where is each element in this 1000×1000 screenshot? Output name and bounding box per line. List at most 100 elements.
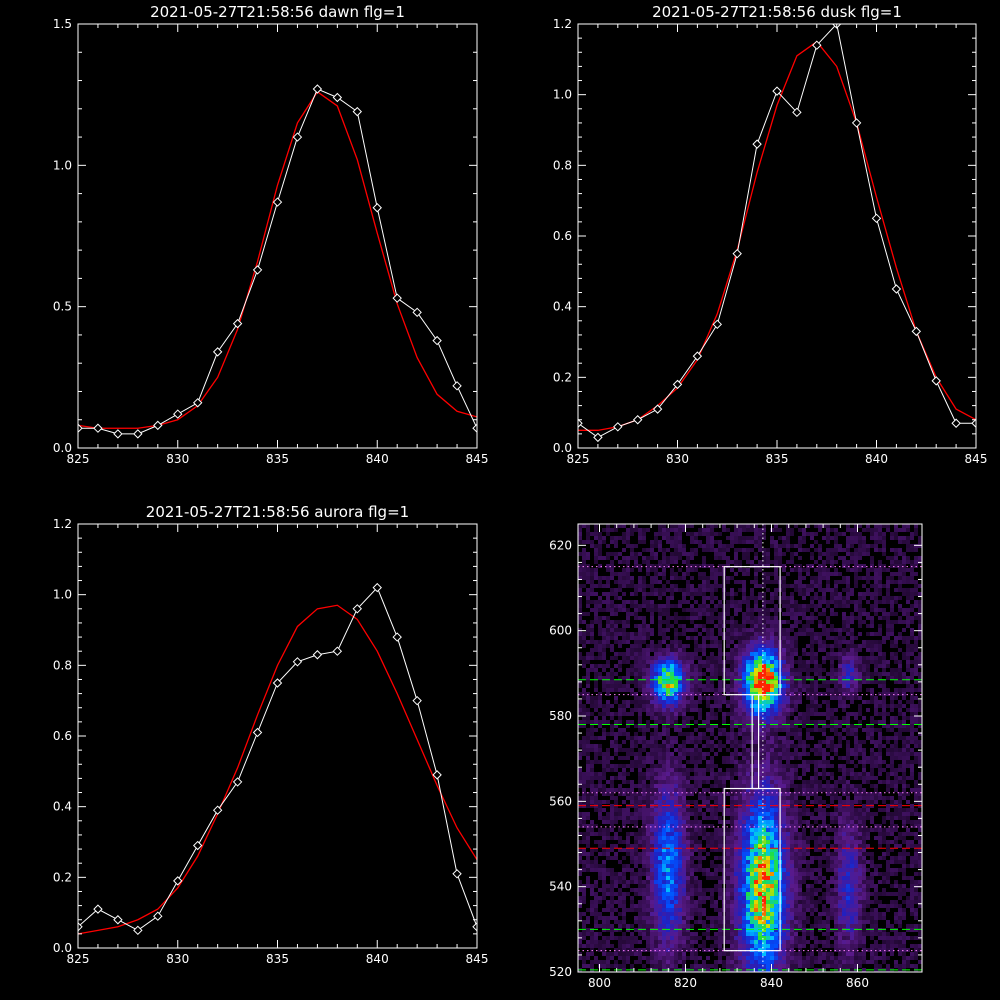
heatmap-cell [674,692,678,696]
heatmap-cell [870,608,874,612]
heatmap-cell [674,620,678,624]
heatmap-cell [850,728,854,732]
heatmap-cell [706,664,710,668]
heatmap-cell [830,728,834,732]
heatmap-cell [666,624,670,628]
heatmap-cell [742,552,746,556]
heatmap-cell [802,652,806,656]
heatmap-cell [670,568,674,572]
heatmap-cell [854,672,858,676]
heatmap-cell [658,592,662,596]
heatmap-cell [670,524,674,528]
heatmap-cell [626,648,630,652]
heatmap-cell [734,700,738,704]
heatmap-cell [834,780,838,784]
heatmap-cell [666,812,670,816]
heatmap-cell [670,808,674,812]
heatmap-cell [698,604,702,608]
heatmap-cell [826,552,830,556]
x-tick-label: 835 [266,952,289,966]
heatmap-cell [638,660,642,664]
heatmap-cell [842,560,846,564]
heatmap-cell [822,592,826,596]
heatmap-cell [786,604,790,608]
heatmap-cell [858,544,862,548]
heatmap-cell [766,556,770,560]
heatmap-cell [794,584,798,588]
heatmap-cell [854,712,858,716]
heatmap-cell [658,812,662,816]
heatmap-cell [742,708,746,712]
heatmap-cell [606,732,610,736]
heatmap-cell [750,668,754,672]
heatmap-cell [890,772,894,776]
heatmap-cell [810,576,814,580]
heatmap-cell [634,656,638,660]
heatmap-cell [598,564,602,568]
heatmap-cell [602,664,606,668]
heatmap-cell [622,700,626,704]
heatmap-cell [598,644,602,648]
heatmap-cell [670,768,674,772]
heatmap-cell [810,636,814,640]
heatmap-cell [674,644,678,648]
heatmap-cell [790,700,794,704]
heatmap-cell [762,772,766,776]
heatmap-cell [702,652,706,656]
heatmap-cell [678,768,682,772]
heatmap-cell [614,752,618,756]
heatmap-cell [838,640,842,644]
heatmap-cell [746,668,750,672]
heatmap-cell [626,656,630,660]
heatmap-cell [590,748,594,752]
heatmap-cell [834,552,838,556]
heatmap-cell [738,764,742,768]
heatmap-cell [850,660,854,664]
heatmap-cell [906,728,910,732]
heatmap-cell [738,776,742,780]
heatmap-cell [846,684,850,688]
heatmap-cell [758,624,762,628]
heatmap-cell [710,612,714,616]
heatmap-cell [754,712,758,716]
heatmap-cell [846,744,850,748]
heatmap-cell [818,528,822,532]
heatmap-cell [606,800,610,804]
heatmap-cell [670,756,674,760]
heatmap-cell [782,636,786,640]
heatmap-cell [742,632,746,636]
heatmap-cell [762,776,766,780]
heatmap-cell [898,648,902,652]
heatmap-cell [910,684,914,688]
heatmap-cell [810,632,814,636]
heatmap-cell [726,656,730,660]
heatmap-cell [786,808,790,812]
heatmap-cell [698,748,702,752]
heatmap-cell [754,652,758,656]
heatmap-cell [786,776,790,780]
heatmap-cell [674,572,678,576]
heatmap-cell [878,764,882,768]
heatmap-cell [818,772,822,776]
heatmap-cell [854,812,858,816]
heatmap-cell [806,696,810,700]
heatmap-cell [834,604,838,608]
heatmap-cell [906,784,910,788]
heatmap-cell [798,632,802,636]
heatmap-cell [794,544,798,548]
heatmap-cell [850,696,854,700]
heatmap-cell [914,780,918,784]
heatmap-cell [630,796,634,800]
heatmap-cell [754,716,758,720]
heatmap-cell [906,596,910,600]
heatmap-cell [838,660,842,664]
heatmap-cell [606,760,610,764]
heatmap-cell [746,536,750,540]
heatmap-cell [674,724,678,728]
heatmap-cell [718,796,722,800]
heatmap-cell [790,592,794,596]
heatmap-cell [754,564,758,568]
heatmap-cell [678,764,682,768]
heatmap-cell [894,800,898,804]
